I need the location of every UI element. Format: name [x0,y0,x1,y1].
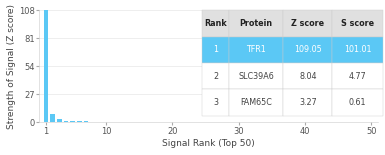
Text: 101.01: 101.01 [344,45,372,54]
Bar [44,9,49,122]
Text: 2: 2 [213,72,218,81]
Text: 3.27: 3.27 [299,98,317,107]
Bar [70,121,75,122]
Text: 1: 1 [213,45,218,54]
Text: 3: 3 [213,98,218,107]
X-axis label: Signal Rank (Top 50): Signal Rank (Top 50) [162,139,255,148]
Text: FAM65C: FAM65C [240,98,272,107]
Y-axis label: Strength of Signal (Z score): Strength of Signal (Z score) [7,4,16,129]
Text: SLC39A6: SLC39A6 [238,72,274,81]
Text: 109.05: 109.05 [294,45,322,54]
Bar [77,121,82,122]
Bar [57,119,62,122]
Text: Z score: Z score [291,19,325,28]
Text: Protein: Protein [240,19,273,28]
Text: 0.61: 0.61 [349,98,367,107]
Text: S score: S score [341,19,374,28]
Bar [84,121,88,122]
Bar [50,114,55,122]
Text: 4.77: 4.77 [349,72,367,81]
Text: Rank: Rank [204,19,227,28]
Bar [64,121,69,122]
Text: TFR1: TFR1 [246,45,266,54]
Text: 8.04: 8.04 [299,72,317,81]
